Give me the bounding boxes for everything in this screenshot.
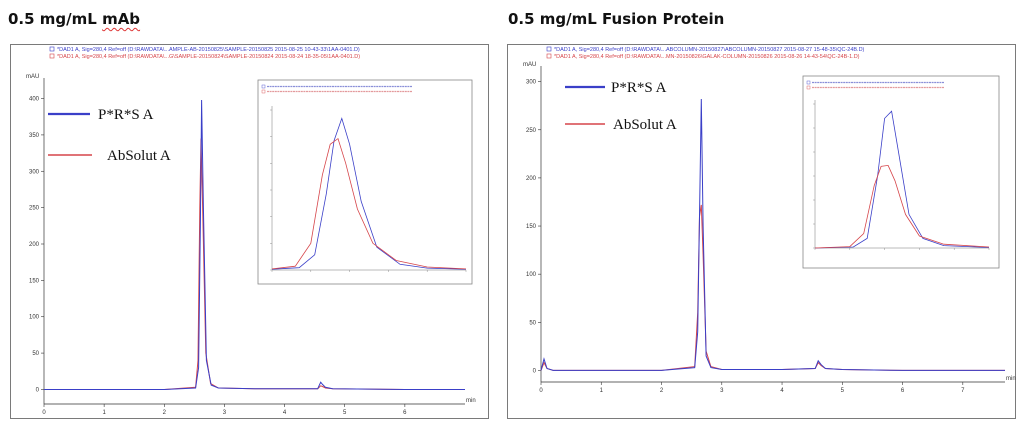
panel-title-fusion-prefix: 0.5 mg/mL Fusion Protein <box>508 10 725 28</box>
y-tick-label: 100 <box>29 315 40 321</box>
y-tick-label: 250 <box>526 128 537 134</box>
x-tick-label: 3 <box>720 388 724 394</box>
inset-zoom <box>257 79 473 285</box>
y-tick-label: 0 <box>36 387 40 393</box>
y-tick-label: 300 <box>29 169 40 175</box>
y-tick-label: 300 <box>526 80 537 86</box>
inset-series-line-blue <box>814 110 990 249</box>
header-line-1: *DAD1 A, Sig=280,4 Ref=off (D:\RAWDATA\.… <box>57 47 360 53</box>
inset-series-line-red <box>271 137 467 270</box>
y-tick-label: 250 <box>29 206 40 212</box>
x-tick-label: 6 <box>901 388 905 394</box>
y-tick-label: 0 <box>533 368 537 374</box>
x-tick-label: 6 <box>403 410 407 416</box>
series-line-blue <box>540 98 1005 371</box>
inset-header-swatch <box>806 85 811 90</box>
inset-header-swatch <box>261 89 266 94</box>
y-unit-label: mAU <box>523 62 536 68</box>
y-tick-label: 50 <box>32 351 39 357</box>
x-tick-label: 1 <box>102 410 106 416</box>
legend-label-1: P*R*S A <box>611 80 667 96</box>
y-tick-label: 50 <box>529 320 536 326</box>
y-tick-label: 350 <box>29 133 40 139</box>
x-tick-label: 1 <box>600 388 604 394</box>
header-swatch-1 <box>49 46 55 52</box>
y-tick-label: 150 <box>29 278 40 284</box>
legend-label-1: P*R*S A <box>98 107 154 123</box>
header-swatch-2 <box>49 53 55 59</box>
x-tick-label: 5 <box>343 410 347 416</box>
inset-zoom <box>802 75 1000 269</box>
legend-label-2: AbSolut A <box>613 117 677 133</box>
inset-series-line-blue <box>271 117 467 270</box>
panel-title-fusion: 0.5 mg/mL Fusion Protein <box>508 10 724 28</box>
inset-header-swatch <box>806 80 811 85</box>
x-unit-label: min <box>1006 376 1016 382</box>
inset-frame <box>257 79 473 285</box>
y-tick-label: 100 <box>526 272 537 278</box>
header-line-2: *DAD1 A, Sig=280,4 Ref=off (D:\RAWDATA\.… <box>57 54 360 60</box>
y-tick-label: 200 <box>526 176 537 182</box>
y-tick-label: 200 <box>29 242 40 248</box>
inset-header-swatch <box>261 84 266 89</box>
chromatogram-fusion: *DAD1 A, Sig=280,4 Ref=off (D:\RAWDATA\.… <box>507 44 1016 419</box>
x-tick-label: 0 <box>42 410 46 416</box>
x-tick-label: 3 <box>223 410 227 416</box>
legend-label-2: AbSolut A <box>107 148 171 164</box>
header-line-2: *DAD1 A, Sig=280,4 Ref=off (D:\RAWDATA\.… <box>554 54 860 60</box>
x-tick-label: 2 <box>163 410 167 416</box>
x-tick-label: 7 <box>961 388 965 394</box>
header-swatch-2 <box>546 53 552 59</box>
x-tick-label: 0 <box>539 388 543 394</box>
chromatogram-mab: *DAD1 A, Sig=280,4 Ref=off (D:\RAWDATA\.… <box>10 44 489 419</box>
series-line-blue <box>44 99 465 390</box>
x-tick-label: 4 <box>283 410 287 416</box>
x-tick-label: 5 <box>841 388 845 394</box>
inset-frame <box>802 75 1000 269</box>
panel-title-mab-underlined: mAb <box>102 10 141 28</box>
x-tick-label: 2 <box>660 388 664 394</box>
panel-title-mab: 0.5 mg/mL mAb <box>8 10 140 28</box>
header-line-1: *DAD1 A, Sig=280,4 Ref=off (D:\RAWDATA\.… <box>554 47 865 53</box>
x-tick-label: 4 <box>780 388 784 394</box>
y-tick-label: 150 <box>526 224 537 230</box>
header-swatch-1 <box>546 46 552 52</box>
inset-series-line-red <box>814 164 990 249</box>
y-tick-label: 400 <box>29 97 40 103</box>
y-unit-label: mAU <box>26 74 39 80</box>
panel-title-mab-prefix: 0.5 mg/mL <box>8 10 103 28</box>
x-unit-label: min <box>466 398 476 404</box>
